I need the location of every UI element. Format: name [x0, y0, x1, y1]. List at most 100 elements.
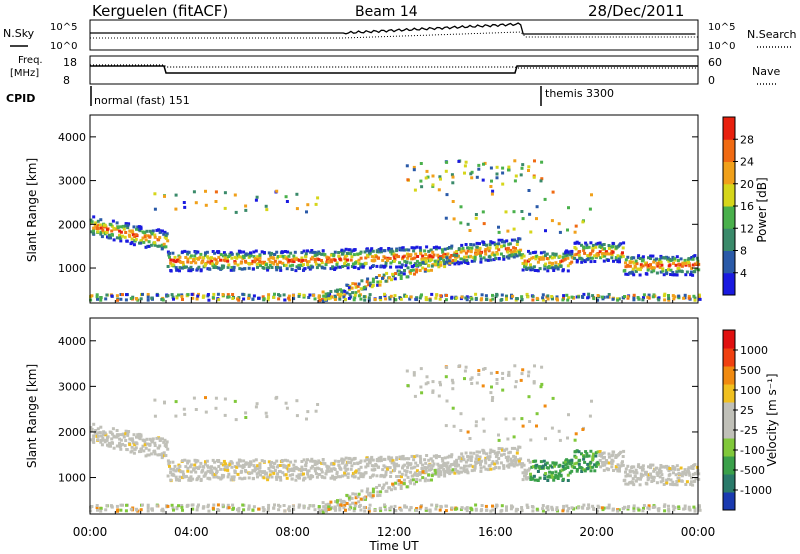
power-cell-222: [191, 268, 195, 271]
velocity-cell-1789: [623, 505, 626, 509]
power-cell-1962: [543, 197, 547, 201]
velocity-cell-1467: [451, 468, 455, 472]
power-cell-1545: [211, 296, 215, 300]
velocity-cell-1375: [357, 492, 361, 496]
power-cell-1693: [460, 295, 464, 299]
power-cell-694: [405, 248, 409, 252]
power-cell-547: [338, 265, 342, 269]
power-cell-124: [143, 235, 147, 239]
velocity-cell-1533: [190, 503, 194, 507]
power-cell-1807: [651, 295, 655, 299]
power-cell-970: [531, 267, 535, 271]
power-cell-562: [345, 254, 349, 258]
power-cell-1190: [631, 267, 635, 271]
velocity-cell-762: [436, 462, 440, 466]
velocity-cell-665: [392, 461, 396, 465]
velocity-cell-277: [215, 471, 218, 475]
velocity-cell-1316: [689, 480, 693, 484]
power-cell-704: [409, 261, 413, 265]
power-cell-824: [464, 243, 468, 246]
velocity-cell-425: [283, 473, 286, 477]
velocity-cell-928: [512, 464, 516, 468]
power-cell-356: [251, 259, 255, 263]
velocity-cell-1213: [641, 467, 645, 471]
power-cell-819: [462, 260, 466, 264]
power-cell-1752: [561, 298, 565, 302]
velocity-cell-677: [398, 474, 402, 478]
power-cell-1620: [338, 297, 342, 301]
velocity-cell-308: [228, 462, 232, 466]
velocity-cell-1182: [628, 470, 632, 474]
velocity-cell-1839: [412, 371, 416, 375]
velocity-cell-645: [383, 457, 387, 461]
power-cell-752: [431, 255, 435, 259]
power-cell-371: [259, 264, 262, 268]
velocity-cell-1845: [424, 382, 428, 386]
power-cell-1498: [129, 297, 133, 300]
power-cell-940: [519, 248, 523, 252]
power-cell-1619: [338, 295, 342, 299]
power-cell-212: [186, 252, 190, 256]
velocity-cell-1917: [234, 418, 238, 422]
velocity-cell-739: [424, 461, 428, 465]
power-cell-673: [395, 253, 399, 257]
velocity-cell-918: [506, 455, 510, 459]
velocity-cell-1194: [632, 483, 636, 487]
velocity-cell-1807: [651, 506, 655, 509]
velocity-cell-538: [333, 477, 337, 481]
power-cell-787: [447, 257, 451, 261]
velocity-cell-1947: [491, 396, 495, 399]
velocity-cell-1014: [551, 471, 554, 475]
power-cell-397: [270, 261, 274, 264]
power-cell-1162: [619, 255, 623, 259]
velocity-cell-676: [398, 470, 402, 474]
power-cell-820: [464, 255, 468, 259]
velocity-cell-508: [320, 468, 323, 472]
power-cell-1184: [628, 271, 631, 275]
power-cell-118: [141, 230, 145, 234]
velocity-cell-1753: [562, 504, 566, 508]
velocity-cell-566: [346, 472, 350, 476]
power-cell-16: [96, 230, 100, 234]
velocity-cell-1625: [348, 503, 352, 507]
power-cell-918: [506, 246, 510, 250]
velocity-cell-940: [519, 457, 523, 461]
power-cell-1047: [566, 269, 570, 273]
power-cell-952: [523, 264, 527, 268]
power-cell-1389: [371, 277, 375, 281]
power-cell-1388: [371, 280, 375, 284]
power-cell-1592: [292, 297, 296, 301]
power-cell-154: [158, 230, 162, 234]
velocity-cell-1663: [409, 506, 413, 510]
power-cell-152: [158, 244, 162, 248]
power-cell-614: [368, 266, 372, 270]
velocity-cell-895: [497, 450, 501, 454]
power-cell-1114: [596, 241, 600, 245]
velocity-cell-92: [130, 449, 134, 453]
velocity-cell-998: [543, 473, 547, 477]
velocity-cell-574: [350, 458, 354, 462]
velocity-cell-1282: [674, 473, 678, 477]
power-cell-494: [313, 254, 317, 258]
velocity-cell-1222: [645, 482, 649, 486]
velocity-cell-1208: [639, 477, 642, 481]
velocity-cell-1103: [591, 465, 595, 469]
power-cell-1732: [526, 295, 530, 299]
power-cell-467: [302, 249, 306, 253]
velocity-cell-1644: [379, 509, 383, 513]
velocity-cell-426: [284, 458, 287, 462]
velocity-cell-337: [242, 459, 246, 463]
velocity-cell-1413: [397, 482, 401, 486]
power-cell-1166: [622, 241, 626, 245]
velocity-cell-90: [131, 439, 135, 443]
velocity-cell-124: [143, 443, 147, 447]
power-cell-999: [544, 262, 548, 266]
power-cell-39: [105, 230, 108, 234]
power-cell-1476: [95, 295, 99, 299]
power-cell-23: [99, 230, 103, 234]
velocity-cell-218: [187, 478, 191, 482]
power-cell-877: [488, 254, 492, 258]
power-cell-591: [359, 265, 363, 269]
power-cell-337: [242, 250, 246, 254]
velocity-cell-1662: [408, 508, 412, 512]
